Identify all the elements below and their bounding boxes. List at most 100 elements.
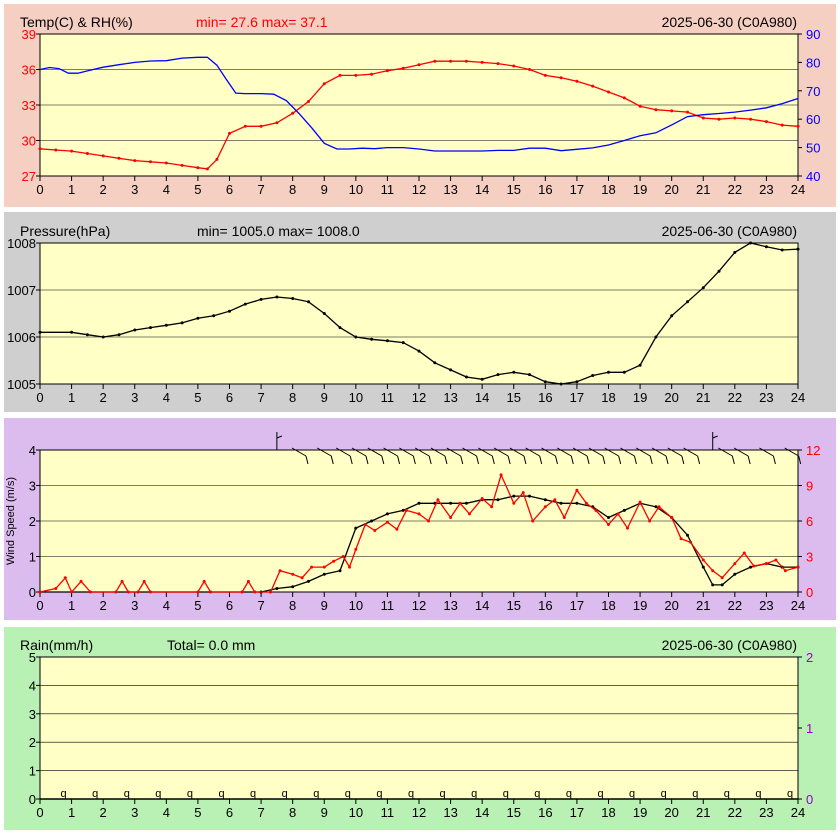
data-point-pressure — [464, 375, 468, 379]
wind-barb — [572, 447, 588, 457]
data-point-pressure — [575, 380, 579, 384]
data-point-pressure — [512, 370, 516, 374]
date-label: 2025-06-30 (C0A980) — [662, 637, 797, 653]
data-point-gust — [490, 505, 494, 509]
data-point-gust — [543, 505, 547, 509]
wind-barb-flag — [444, 455, 448, 465]
y-tick-label: 27 — [22, 169, 36, 184]
data-point-temp — [796, 124, 800, 128]
data-point-pressure — [686, 300, 689, 304]
y-right-tick-label: 0 — [806, 585, 813, 600]
data-point-pressure — [480, 377, 484, 381]
data-point-temp — [543, 73, 547, 77]
data-point-gust — [796, 565, 800, 569]
wind-barb — [446, 447, 461, 457]
x-tick-label: 9 — [321, 182, 328, 197]
wind-barb-flag — [491, 455, 495, 465]
data-point-temp — [433, 59, 437, 63]
y-right-tick-label: 70 — [806, 84, 820, 99]
x-tick-label: 22 — [728, 182, 742, 197]
data-point-pressure — [591, 374, 595, 377]
data-point-pressure — [117, 333, 121, 337]
data-point-gust — [300, 576, 304, 580]
data-point-pressure — [638, 363, 642, 367]
data-point-temp — [638, 104, 642, 108]
wind-barb-flag — [507, 455, 511, 465]
x-tick-label: 13 — [443, 805, 457, 820]
data-point-gust — [291, 572, 295, 576]
data-point-gust — [689, 540, 693, 544]
wind-barb — [759, 447, 774, 457]
x-tick-label: 18 — [601, 182, 615, 197]
x-tick-label: 0 — [36, 598, 43, 613]
wind-barb — [667, 447, 683, 457]
data-point-gust — [63, 576, 67, 580]
data-point-pressure — [259, 297, 263, 301]
data-point-pressure — [622, 370, 626, 374]
x-tick-label: 21 — [696, 182, 710, 197]
data-point-gust — [395, 527, 399, 531]
x-tick-label: 3 — [131, 390, 138, 405]
data-point-pressure — [764, 245, 768, 249]
data-point-temp — [70, 149, 74, 153]
data-point-average — [543, 498, 547, 502]
x-tick-label: 21 — [696, 390, 710, 405]
data-point-average — [686, 533, 689, 537]
data-point-gust — [136, 590, 140, 594]
data-point-temp — [354, 73, 358, 77]
x-tick-label: 16 — [538, 598, 552, 613]
rain-marker: q — [376, 788, 382, 800]
x-tick-label: 8 — [289, 805, 296, 820]
data-point-temp — [164, 161, 168, 165]
data-point-pressure — [749, 241, 753, 245]
y-right-tick-label: 12 — [806, 443, 820, 458]
data-point-gust — [657, 505, 661, 509]
x-tick-label: 20 — [664, 390, 678, 405]
wind-barb — [478, 447, 493, 457]
y-right-tick-label: 60 — [806, 112, 820, 127]
x-tick-label: 10 — [349, 182, 363, 197]
y-tick-label: 2 — [29, 514, 36, 529]
x-tick-label: 16 — [538, 182, 552, 197]
x-tick-label: 1 — [68, 805, 75, 820]
wind-barb — [557, 447, 572, 457]
data-point-gust — [553, 498, 557, 502]
data-point-temp — [607, 90, 610, 94]
rain-marker: q — [503, 788, 509, 800]
wind-barb-flag — [330, 455, 334, 465]
y-tick-label: 1006 — [7, 330, 36, 345]
data-point-temp — [764, 120, 768, 124]
data-point-gust — [322, 565, 326, 569]
x-tick-label: 12 — [412, 390, 426, 405]
data-point-average — [370, 519, 374, 523]
wind-barb — [718, 447, 733, 457]
data-point-gust — [480, 497, 484, 500]
data-point-pressure — [717, 269, 721, 273]
wind-barb — [430, 447, 446, 457]
data-point-temp — [622, 96, 626, 100]
data-point-average — [711, 583, 715, 587]
y-tick-label: 3 — [29, 479, 36, 494]
wind-barb — [383, 447, 398, 457]
data-point-temp — [228, 131, 231, 135]
wind-barb — [525, 447, 540, 457]
data-point-gust — [531, 519, 535, 523]
data-point-gust — [70, 590, 74, 594]
y-tick-label: 30 — [22, 134, 36, 149]
data-point-pressure — [401, 341, 405, 345]
x-tick-label: 9 — [321, 598, 328, 613]
x-tick-label: 6 — [226, 805, 233, 820]
chart-title: Pressure(hPa) — [20, 223, 110, 239]
data-point-gust — [512, 501, 516, 505]
wind-barb — [651, 447, 667, 457]
x-tick-label: 14 — [475, 390, 489, 405]
x-tick-label: 6 — [226, 182, 233, 197]
x-tick-label: 2 — [100, 182, 107, 197]
data-point-gust — [363, 523, 367, 526]
plot-frame — [39, 33, 799, 177]
x-tick-label: 21 — [696, 805, 710, 820]
y-tick-label: 39 — [22, 27, 36, 42]
x-tick-label: 22 — [728, 805, 742, 820]
data-point-gust — [742, 551, 746, 555]
x-tick-label: 13 — [443, 390, 457, 405]
